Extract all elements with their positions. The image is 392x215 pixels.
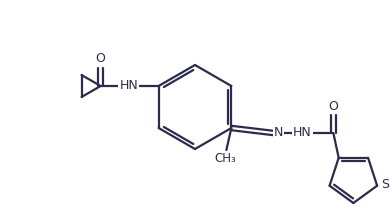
Text: HN: HN [119, 79, 138, 92]
Text: O: O [328, 100, 338, 112]
Text: N: N [274, 126, 283, 138]
Text: HN: HN [293, 126, 312, 138]
Text: O: O [96, 52, 105, 66]
Text: CH₃: CH₃ [214, 152, 236, 166]
Text: S: S [381, 178, 389, 191]
